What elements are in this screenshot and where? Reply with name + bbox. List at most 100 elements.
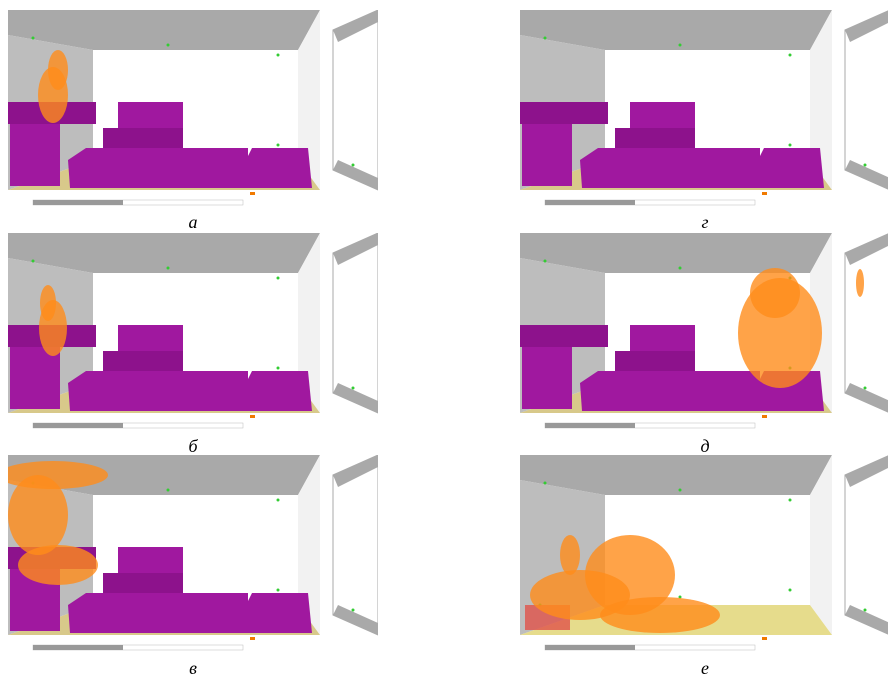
legend-swatch xyxy=(250,192,255,195)
sensor xyxy=(863,386,867,390)
progress-fill xyxy=(545,423,635,428)
side-bottom xyxy=(845,160,888,190)
ceiling xyxy=(520,10,832,50)
sensor xyxy=(788,53,792,57)
side-bottom xyxy=(333,383,378,413)
sensor xyxy=(788,588,792,592)
render xyxy=(8,10,378,206)
progress-fill xyxy=(545,645,635,650)
right-wall xyxy=(298,10,320,190)
side-top xyxy=(845,455,888,487)
fire xyxy=(48,50,68,90)
sensor xyxy=(166,43,170,47)
right-wall xyxy=(298,455,320,635)
caption: в xyxy=(189,658,197,678)
bed-2 xyxy=(246,371,312,411)
armchair-back xyxy=(520,325,608,347)
bed xyxy=(68,148,248,188)
fire xyxy=(600,597,720,633)
fire xyxy=(856,269,864,297)
sensor xyxy=(543,259,547,263)
progress-fill xyxy=(33,423,123,428)
sensor xyxy=(31,259,35,263)
sensor xyxy=(863,608,867,612)
bed xyxy=(68,371,248,411)
legend-swatch xyxy=(250,637,255,640)
bed-2 xyxy=(246,148,312,188)
side-top xyxy=(333,455,378,487)
sensor xyxy=(543,36,547,40)
sensor xyxy=(276,276,280,280)
right-wall xyxy=(810,455,832,635)
sensor xyxy=(351,163,355,167)
armchair xyxy=(522,118,572,186)
side-bottom xyxy=(333,605,378,635)
armchair-back xyxy=(520,102,608,124)
fire xyxy=(560,535,580,575)
sensor xyxy=(788,498,792,502)
sensor xyxy=(276,143,280,147)
fire xyxy=(8,475,68,555)
sensor xyxy=(351,386,355,390)
sensor xyxy=(166,488,170,492)
caption: д xyxy=(700,436,710,456)
side-panel xyxy=(332,455,378,636)
sensor xyxy=(276,366,280,370)
render xyxy=(8,455,378,651)
sensor xyxy=(166,266,170,270)
ceiling xyxy=(520,233,832,273)
caption: б xyxy=(188,436,198,456)
side-top xyxy=(333,10,378,42)
armchair xyxy=(10,118,60,186)
sofa-back xyxy=(630,325,695,355)
right-wall xyxy=(298,233,320,413)
sensor xyxy=(678,43,682,47)
render xyxy=(8,233,378,429)
bed xyxy=(68,593,248,633)
side-bottom xyxy=(333,160,378,190)
fire xyxy=(530,570,630,620)
legend-swatch xyxy=(762,192,767,195)
ceiling xyxy=(520,455,832,495)
side-bottom xyxy=(845,383,888,413)
sofa-back xyxy=(118,325,183,355)
sensor xyxy=(31,36,35,40)
bed-2 xyxy=(246,593,312,633)
caption: е xyxy=(701,658,709,678)
render xyxy=(520,233,888,429)
armchair xyxy=(522,341,572,409)
sensor xyxy=(863,163,867,167)
fire xyxy=(18,545,98,585)
caption: г xyxy=(701,212,709,232)
legend-swatch xyxy=(762,415,767,418)
render xyxy=(520,455,888,651)
sensor xyxy=(543,481,547,485)
side-top xyxy=(845,10,888,42)
side-top xyxy=(333,233,378,265)
bed xyxy=(580,148,760,188)
side-bottom xyxy=(845,605,888,635)
caption: а xyxy=(188,212,198,232)
progress-fill xyxy=(33,645,123,650)
ceiling xyxy=(8,10,320,50)
sensor xyxy=(351,608,355,612)
sofa-back xyxy=(630,102,695,132)
side-top xyxy=(845,233,888,265)
sensor xyxy=(276,498,280,502)
ceiling xyxy=(8,233,320,273)
fire xyxy=(750,268,800,318)
sensor xyxy=(678,595,682,599)
right-wall xyxy=(810,10,832,190)
side-panel xyxy=(844,455,888,635)
progress-fill xyxy=(545,200,635,205)
fire xyxy=(40,285,56,321)
sensor xyxy=(276,53,280,57)
render xyxy=(520,10,888,206)
sensor xyxy=(788,143,792,147)
bed xyxy=(580,371,760,411)
legend-swatch xyxy=(762,637,767,640)
progress-fill xyxy=(33,200,123,205)
bed-2 xyxy=(758,148,824,188)
legend-swatch xyxy=(250,415,255,418)
